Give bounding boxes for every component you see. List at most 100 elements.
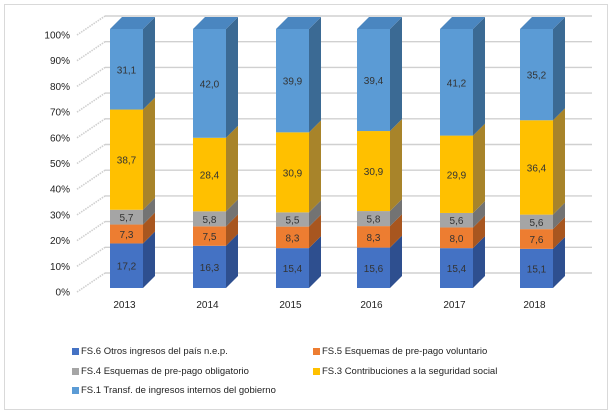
bar-segment <box>110 224 143 244</box>
bar-segment <box>357 226 390 248</box>
legend-item: FS.1 Transf. de ingresos internos del go… <box>72 385 276 396</box>
legend-swatch <box>72 348 79 355</box>
bar-side <box>143 212 155 244</box>
bar-side <box>309 236 321 288</box>
x-tick-label: 2015 <box>279 300 302 311</box>
data-label: 8,3 <box>367 233 381 244</box>
bar-top <box>440 17 485 29</box>
y-tick-label: 0% <box>56 288 71 299</box>
bar-segment <box>193 226 226 246</box>
bar-side <box>226 125 238 212</box>
x-tick-label: 2018 <box>523 300 546 311</box>
bar-segment <box>520 29 553 121</box>
bar-side <box>143 97 155 210</box>
x-axis-ticks: 2013 2014 2015 2016 2017 2018 <box>113 300 546 311</box>
legend-item: FS.6 Otros ingresos del país n.e.p. <box>72 346 228 357</box>
data-label: 42,0 <box>200 79 220 90</box>
legend-swatch <box>313 368 320 375</box>
data-label: 38,7 <box>117 156 137 167</box>
bar-segment <box>440 29 473 136</box>
bar-side <box>143 231 155 288</box>
gridline-side <box>76 92 106 113</box>
y-tick-label: 100% <box>44 31 70 42</box>
bar-side <box>473 236 485 288</box>
gridline-side <box>76 143 106 165</box>
x-tick-label: 2016 <box>360 300 383 311</box>
bar-stack: 17,2 7,3 5,7 38,7 31,1 <box>110 17 155 288</box>
bar-segment <box>276 212 309 227</box>
bar-top <box>110 17 155 29</box>
bar-side <box>309 17 321 133</box>
data-label: 15,4 <box>447 264 467 275</box>
bar-side <box>390 119 402 212</box>
legend-swatch <box>72 368 79 375</box>
y-tick-label: 80% <box>50 82 70 93</box>
y-tick-label: 10% <box>50 262 70 273</box>
data-label: 7,6 <box>530 235 544 246</box>
bar-side <box>390 214 402 248</box>
bar-segment <box>440 248 473 288</box>
bar-segment <box>520 120 553 215</box>
gridline-side <box>76 15 106 36</box>
y-tick-label: 90% <box>50 56 70 67</box>
bar-segment <box>193 29 226 138</box>
bar-segment <box>520 229 553 249</box>
legend-item: FS.5 Esquemas de pre-pago voluntario <box>313 346 487 357</box>
bar-top <box>357 17 402 29</box>
legend-label: FS.6 Otros ingresos del país n.e.p. <box>81 346 228 357</box>
bar-top <box>276 17 321 29</box>
bar-stack: 15,6 8,3 5,8 30,9 39,4 <box>357 17 402 288</box>
bar-side <box>553 202 565 230</box>
data-label: 7,3 <box>120 230 134 241</box>
x-tick-label: 2013 <box>113 300 136 311</box>
bar-segment <box>110 243 143 288</box>
gridline-side <box>76 66 106 88</box>
bar-side <box>390 235 402 288</box>
bar-stack: 15,1 7,6 5,6 36,4 35,2 <box>520 17 565 288</box>
bar-segment <box>520 248 553 288</box>
data-label: 30,9 <box>283 168 303 179</box>
bar-segment <box>440 212 473 228</box>
legend-swatch <box>313 348 320 355</box>
gridline-side <box>76 195 106 216</box>
bar-stack: 15,4 8,0 5,6 29,9 41,2 <box>440 17 485 288</box>
bar-top <box>193 17 238 29</box>
y-tick-label: 70% <box>50 108 70 119</box>
bar-side <box>553 236 565 288</box>
bar-side <box>553 17 565 121</box>
bar-side <box>143 17 155 110</box>
bar-side <box>226 214 238 246</box>
bar-segment <box>357 131 390 212</box>
bars: 17,2 7,3 5,7 38,7 31,1 16,3 7,5 5,8 28,4 42,0 15,4… <box>110 17 565 288</box>
data-label: 15,1 <box>527 264 547 275</box>
bar-segment <box>110 209 143 225</box>
gridline-side <box>76 246 106 267</box>
legend-label: FS.1 Transf. de ingresos internos del go… <box>81 385 276 396</box>
data-label: 8,3 <box>286 233 300 244</box>
legend-label: FS.4 Esquemas de pre-pago obligatorio <box>81 366 249 377</box>
bar-segment <box>276 132 309 213</box>
y-tick-label: 30% <box>50 210 70 221</box>
bar-segment <box>110 109 143 210</box>
bar-side <box>226 233 238 288</box>
bar-segment <box>193 245 226 288</box>
gridline-side <box>76 118 106 139</box>
bar-side <box>473 17 485 136</box>
bar-side <box>390 17 402 132</box>
data-label: 39,4 <box>364 76 384 87</box>
bar-side <box>226 17 238 138</box>
legend-label: FS.3 Contribuciones a la seguridad socia… <box>322 366 498 377</box>
legend-item: FS.4 Esquemas de pre-pago obligatorio <box>72 366 249 377</box>
data-label: 5,7 <box>120 213 134 224</box>
bar-side <box>309 120 321 213</box>
y-axis-ticks: 0% 10% 20% 30% 40% 50% 60% 70% 80% 90% 100% <box>44 31 70 299</box>
data-label: 29,9 <box>447 170 467 181</box>
bar-side <box>226 199 238 227</box>
data-label: 15,6 <box>364 264 384 275</box>
bar-side <box>553 108 565 215</box>
data-label: 5,8 <box>367 215 381 226</box>
bar-stack: 16,3 7,5 5,8 28,4 42,0 <box>193 17 238 288</box>
y-tick-label: 20% <box>50 236 70 247</box>
bar-segment <box>276 248 309 288</box>
